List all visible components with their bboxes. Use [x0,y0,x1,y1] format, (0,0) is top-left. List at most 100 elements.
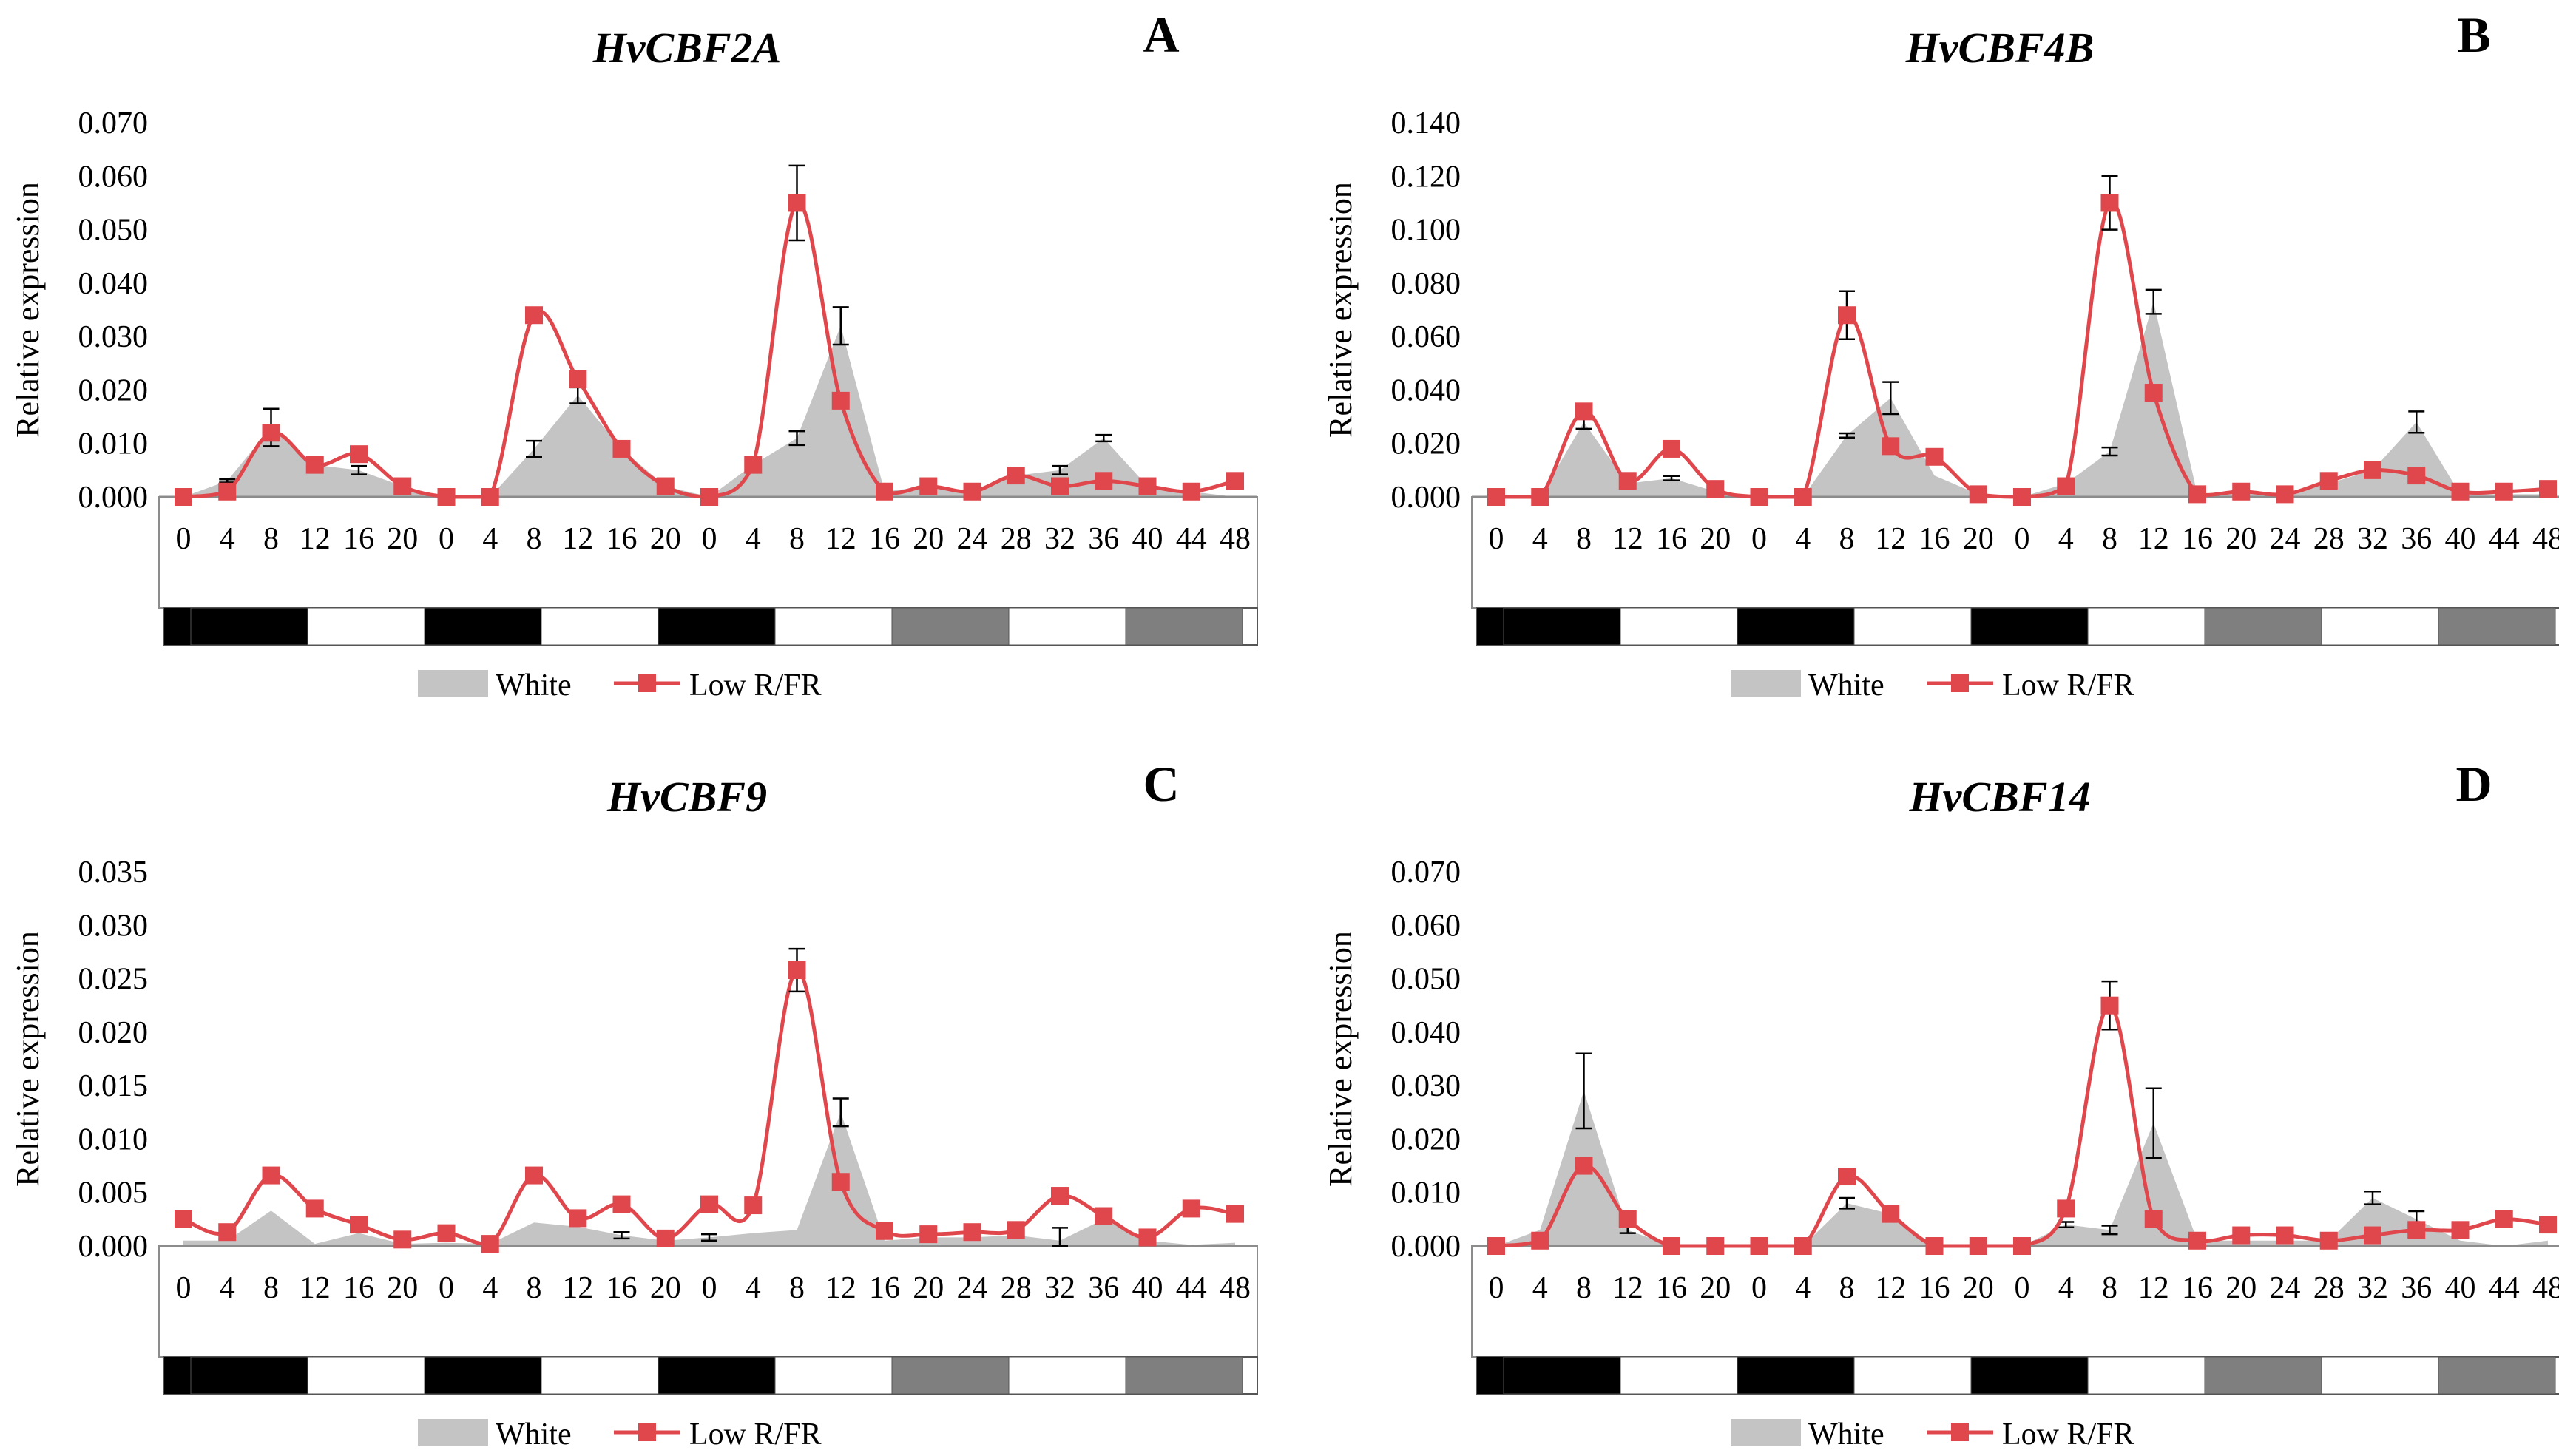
light-segment [307,607,425,646]
x-tick-label: 16 [606,1271,638,1305]
x-tick-label: 8 [789,1271,805,1305]
x-tick-label: 16 [1919,1271,1950,1305]
marker-low-rfr [1750,488,1768,506]
x-tick-label: 16 [1919,522,1950,556]
x-tick-label: 16 [1656,1271,1687,1305]
y-tick-label: 0.040 [1391,1016,1461,1050]
marker-low-rfr [788,961,806,980]
marker-low-rfr [569,1209,587,1228]
marker-low-rfr [2539,480,2557,498]
marker-low-rfr [1182,1199,1200,1218]
x-tick-label: 40 [1132,522,1163,556]
marker-low-rfr [218,1223,237,1242]
light-segment [424,1356,542,1395]
x-tick-label: 16 [869,522,900,556]
light-segment [190,607,308,646]
marker-low-rfr [1838,306,1856,325]
marker-low-rfr [1007,1221,1025,1239]
panel-letter: D [2455,756,2492,812]
legend-swatch-white [1731,1419,1801,1446]
x-tick-label: 44 [2489,522,2520,556]
light-segment [1970,607,2089,646]
light-segment [1737,1356,1855,1395]
x-tick-label: 4 [220,1271,235,1305]
marker-low-rfr [525,306,543,325]
legend-label-low-rfr: Low R/FR [689,1418,822,1452]
x-tick-label: 0 [1751,522,1767,556]
x-tick-label: 40 [2445,1271,2476,1305]
light-segment [307,1356,425,1395]
light-segment [424,607,542,646]
y-tick-label: 0.070 [1391,856,1461,890]
x-tick-label: 12 [1875,1271,1906,1305]
marker-low-rfr [2144,384,2163,402]
x-tick-label: 24 [2270,522,2301,556]
marker-low-rfr [2495,1210,2513,1228]
x-tick-label: 44 [1176,522,1207,556]
y-tick-label: 0.050 [78,214,149,248]
marker-low-rfr [1925,447,1944,466]
legend-marker-low-rfr [1951,1423,1969,1441]
x-tick-label: 12 [2138,522,2169,556]
legend-marker-low-rfr [638,1423,656,1441]
x-tick-label: 12 [1875,522,1906,556]
y-axis-label: Relative expression [1322,182,1359,438]
marker-low-rfr [1882,1205,1900,1223]
y-tick-label: 0.010 [78,1123,149,1157]
marker-low-rfr [1794,488,1812,506]
marker-low-rfr [1051,1187,1069,1205]
x-tick-label: 8 [2102,1271,2117,1305]
marker-low-rfr [919,477,938,495]
legend-label-low-rfr: Low R/FR [689,668,822,702]
marker-low-rfr [700,488,718,506]
light-segment [1503,607,1621,646]
x-tick-label: 20 [913,1271,944,1305]
marker-low-rfr [656,1229,675,1247]
light-segment [658,1356,776,1395]
marker-low-rfr [2188,1231,2206,1250]
x-tick-label: 4 [746,1271,761,1305]
light-segment [1477,608,1504,645]
marker-low-rfr [744,1196,763,1215]
marker-low-rfr [612,1195,631,1213]
marker-low-rfr [2100,194,2119,212]
marker-low-rfr [1575,402,1593,421]
x-tick-label: 48 [2532,522,2559,556]
x-tick-label: 0 [702,1271,717,1305]
marker-low-rfr [1051,477,1069,495]
light-segment [891,607,1010,646]
x-tick-label: 0 [439,522,454,556]
marker-low-rfr [1663,1237,1680,1255]
x-tick-label: 20 [1700,1271,1731,1305]
x-tick-label: 16 [869,1271,900,1305]
x-tick-label: 48 [1220,1271,1251,1305]
marker-low-rfr [2057,1199,2075,1218]
x-tick-label: 4 [1795,1271,1811,1305]
y-tick-label: 0.070 [78,106,149,140]
panel-b: HvCBF4B B Relative expression 0.000 0.020 0.0… [1322,7,2559,702]
light-segment [1503,1356,1621,1395]
y-tick-label: 0.020 [78,373,149,407]
x-tick-label: 12 [825,522,856,556]
y-tick-label: 0.060 [78,160,149,194]
marker-low-rfr [262,1166,280,1185]
x-tick-label: 20 [913,522,944,556]
marker-low-rfr [1487,1237,1505,1255]
marker-low-rfr [2013,488,2031,506]
marker-low-rfr [2276,485,2294,504]
x-tick-label: 24 [957,522,988,556]
marker-low-rfr [2364,461,2381,479]
x-tick-label: 4 [2058,522,2074,556]
x-tick-label: 8 [263,522,279,556]
y-tick-label: 0.020 [1391,1123,1461,1157]
marker-low-rfr [393,1230,412,1249]
x-tick-label: 20 [2225,1271,2257,1305]
x-tick-label: 20 [1963,522,1994,556]
y-tick-label: 0.040 [1391,373,1461,407]
x-tick-label: 28 [2313,522,2345,556]
panel-letter: C [1143,756,1179,812]
chart-title: HvCBF14 [1909,773,2091,821]
x-tick-label: 12 [2138,1271,2169,1305]
legend-swatch-white [418,1419,488,1446]
legend-label-low-rfr: Low R/FR [2002,668,2134,702]
